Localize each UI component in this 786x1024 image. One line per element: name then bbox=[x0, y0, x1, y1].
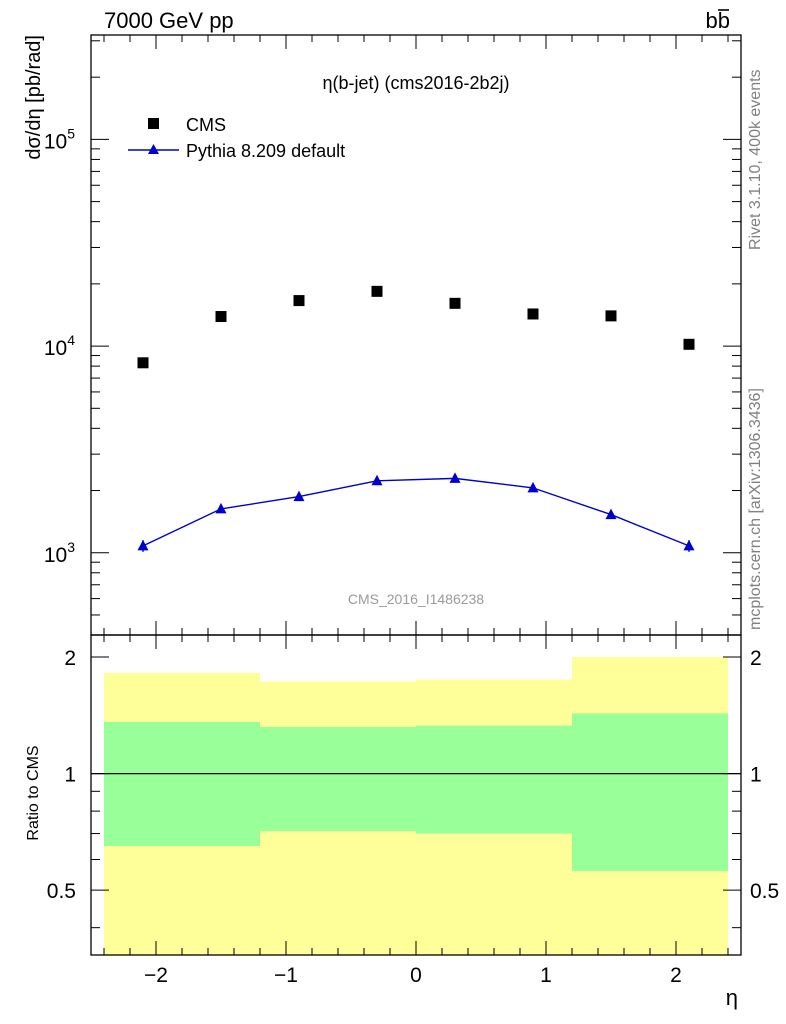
legend-cms-label: CMS bbox=[186, 115, 226, 135]
lower-y-tick-label-left: 1 bbox=[64, 764, 76, 787]
pythia-data-point bbox=[137, 539, 149, 551]
legend-cms-marker bbox=[148, 118, 159, 129]
header-right: bb bbox=[706, 8, 731, 33]
upper-y-tick-label: 103 bbox=[44, 539, 75, 567]
x-tick-label: 1 bbox=[540, 964, 552, 987]
upper-watermark: CMS_2016_I1486238 bbox=[348, 591, 484, 607]
lower-y-tick-label-left: 0.5 bbox=[47, 880, 76, 903]
x-tick-label: −1 bbox=[274, 964, 298, 987]
x-tick-label: 2 bbox=[670, 964, 682, 987]
ratio-band-green bbox=[260, 726, 416, 832]
upper-y-tick-label: 104 bbox=[44, 332, 75, 360]
pythia-data-point bbox=[527, 481, 539, 493]
cms-data-point bbox=[683, 338, 695, 350]
pythia-data-point bbox=[215, 502, 227, 514]
x-tick-label: 0 bbox=[410, 964, 422, 987]
upper-title: η(b-jet) (cms2016-2b2j) bbox=[322, 73, 509, 93]
legend: CMS Pythia 8.209 default bbox=[128, 115, 345, 161]
pythia-data-point bbox=[293, 490, 305, 502]
header-right-bar-letter: b bbox=[718, 8, 730, 33]
x-axis-label: η bbox=[726, 985, 738, 1010]
pythia-data-point bbox=[371, 474, 383, 486]
cms-data-point bbox=[449, 297, 461, 309]
side-label-rivet: Rivet 3.1.10, 400k events bbox=[747, 69, 764, 250]
header-left: 7000 GeV pp bbox=[104, 8, 234, 33]
pythia-data-point bbox=[449, 472, 461, 483]
lower-y-tick-label-left: 2 bbox=[64, 647, 76, 670]
legend-pythia-marker bbox=[148, 144, 159, 154]
lower-panel: 0.5 0.5 1 1 2 2 −2 −1 0 1 2 Ratio to CMS η bbox=[25, 634, 779, 1010]
ratio-band-green bbox=[572, 713, 728, 872]
lower-y-tick-label-right: 2 bbox=[750, 647, 762, 670]
cms-data-point bbox=[605, 310, 617, 322]
x-tick-label: −2 bbox=[144, 964, 168, 987]
pythia-data-point bbox=[605, 508, 617, 520]
cms-data-point bbox=[371, 285, 383, 297]
pythia-series-line bbox=[142, 477, 690, 547]
cms-data-point bbox=[137, 357, 149, 369]
upper-marks bbox=[137, 285, 695, 552]
pythia-data-point bbox=[683, 539, 695, 551]
ratio-band-green bbox=[104, 721, 260, 847]
cms-data-point bbox=[293, 295, 305, 307]
legend-pythia-label: Pythia 8.209 default bbox=[186, 141, 345, 161]
side-label-mcplots: mcplots.cern.ch [arXiv:1306.3436] bbox=[747, 388, 764, 630]
lower-y-tick-label-right: 0.5 bbox=[750, 880, 779, 903]
upper-y-axis-label: dσ/dη [pb/rad] bbox=[23, 35, 45, 160]
cms-data-point bbox=[527, 308, 539, 320]
ratio-band-green bbox=[416, 725, 572, 834]
cms-data-point bbox=[215, 311, 227, 323]
lower-ticks: 0.5 0.5 1 1 2 2 −2 −1 0 1 2 bbox=[47, 635, 779, 987]
upper-ticks: 103 104 105 bbox=[44, 35, 741, 636]
lower-bands bbox=[104, 657, 728, 955]
lower-y-tick-label-right: 1 bbox=[750, 764, 762, 787]
lower-y-axis-label: Ratio to CMS bbox=[25, 745, 42, 840]
upper-y-tick-label: 105 bbox=[44, 125, 75, 153]
upper-panel: 103 104 105 η(b-jet) (cms2016-2b2j) CMS_20… bbox=[23, 34, 742, 636]
